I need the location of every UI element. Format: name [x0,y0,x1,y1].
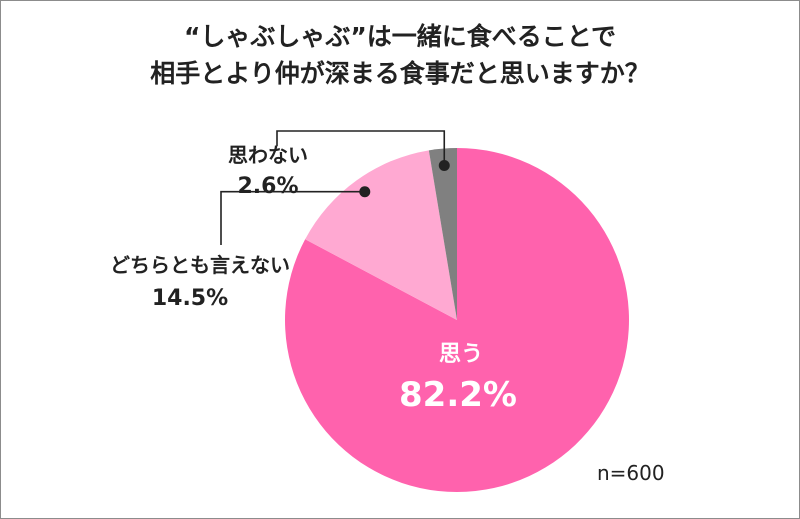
label-agree-value: 82.2% [399,375,517,415]
label-neutral-name: どちらとも言えない [110,253,290,277]
leader-line-disagree [276,130,446,166]
slice-labels: 思わない 2.6% どちらとも言えない 14.5% 思う 82.2% [110,143,517,415]
label-agree-name: 思う [439,342,483,367]
chart-title-line-1: “しゃぶしゃぶ”は一緒に食べることで [183,22,617,51]
chart-title-line-2: 相手とより仲が深まる食事だと思いますか？ [150,59,650,88]
pie-slices [285,148,630,492]
slice-disagree [428,148,457,320]
leader-line-neutral [220,190,365,245]
sample-size-label: n=600 [597,461,665,485]
leader-lines [220,130,450,245]
slice-agree [285,148,630,492]
chart-title: “しゃぶしゃぶ”は一緒に食べることで 相手とより仲が深まる食事だと思いますか？ [0,18,800,92]
label-disagree-name: 思わない [228,143,308,167]
label-neutral-value: 14.5% [152,286,228,311]
label-disagree-value: 2.6% [237,174,298,199]
slice-neutral [305,150,457,320]
